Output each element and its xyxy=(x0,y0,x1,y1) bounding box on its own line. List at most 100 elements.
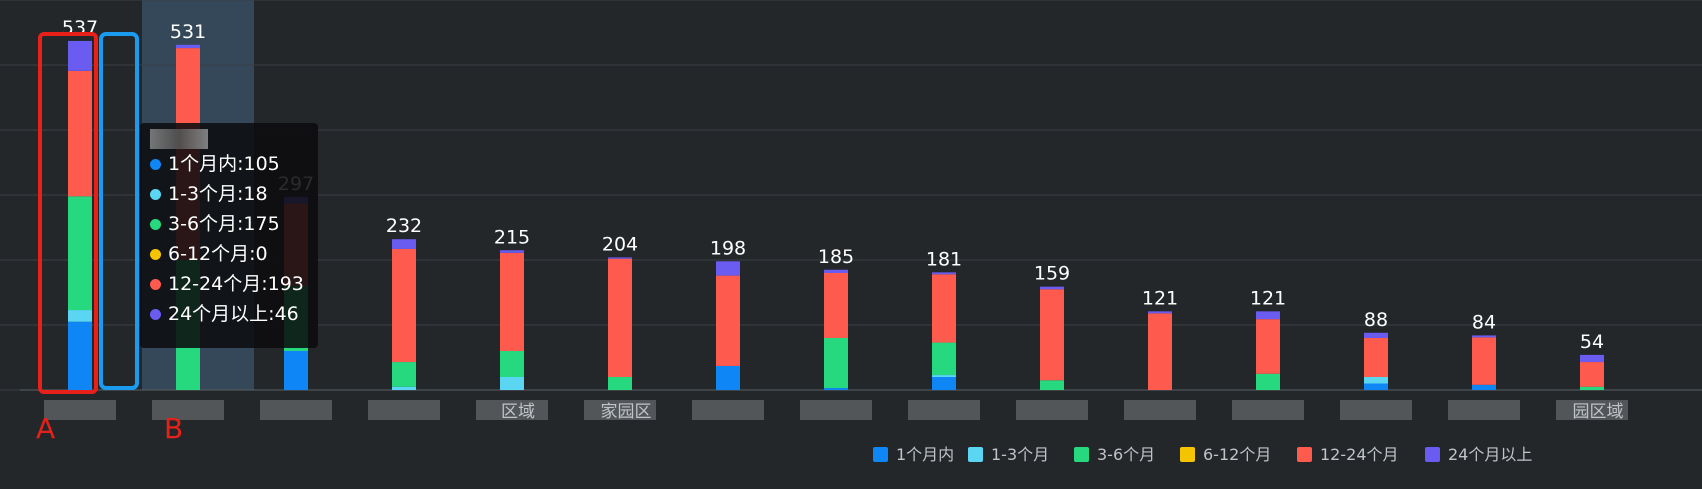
tooltip-row: 24个月以上:46 xyxy=(150,299,308,329)
bar-segment[interactable] xyxy=(392,239,416,249)
bar-segment[interactable] xyxy=(68,70,92,197)
redacted-category-label xyxy=(152,400,224,420)
bar-segment[interactable] xyxy=(824,273,848,338)
bar-segment[interactable] xyxy=(1148,313,1172,390)
legend-swatch[interactable] xyxy=(1180,447,1195,462)
bar-segment[interactable] xyxy=(932,342,956,376)
bar-segment[interactable] xyxy=(500,351,524,377)
bar-segment[interactable] xyxy=(716,365,740,390)
bar-segment[interactable] xyxy=(68,321,92,390)
tooltip-row: 12-24个月:193 xyxy=(150,269,308,299)
redacted-category-label xyxy=(1124,400,1196,420)
bar-segment[interactable] xyxy=(1580,386,1604,390)
bar-segment[interactable] xyxy=(824,338,848,389)
bar-segment[interactable] xyxy=(932,377,956,390)
bar-segment[interactable] xyxy=(68,40,92,71)
bar-segment[interactable] xyxy=(1256,311,1280,320)
bar-total-label: 204 xyxy=(602,233,638,255)
bar-segment[interactable] xyxy=(1364,383,1388,391)
bar-segment[interactable] xyxy=(68,196,92,311)
bar-segment[interactable] xyxy=(932,272,956,275)
bar-segment[interactable] xyxy=(1256,319,1280,374)
bar-segment[interactable] xyxy=(68,310,92,322)
bar-segment[interactable] xyxy=(1040,380,1064,390)
bar-segment[interactable] xyxy=(608,377,632,390)
bar-segment[interactable] xyxy=(500,252,524,351)
legend-label[interactable]: 1-3个月 xyxy=(991,445,1049,464)
bar-segment[interactable] xyxy=(1256,373,1280,390)
category-label: 园区域 xyxy=(1573,402,1624,422)
category-label: 家园区 xyxy=(601,402,652,422)
bar-segment[interactable] xyxy=(932,375,956,377)
bar-segment[interactable] xyxy=(824,269,848,273)
bar-segment[interactable] xyxy=(1472,384,1496,390)
legend-swatch[interactable] xyxy=(1297,447,1312,462)
redacted-category-label xyxy=(260,400,332,420)
dot-icon xyxy=(150,188,161,200)
tooltip-row: 3-6个月:175 xyxy=(150,209,308,239)
bar-total-label: 88 xyxy=(1364,309,1388,331)
bar-segment[interactable] xyxy=(716,261,740,276)
bar-segment[interactable] xyxy=(176,44,200,49)
redacted-category-label xyxy=(908,400,980,420)
bar-total-label: 159 xyxy=(1034,263,1070,285)
bar-segment[interactable] xyxy=(392,362,416,387)
tooltip-row-text: 1-3个月:18 xyxy=(168,183,268,205)
redacted-title-block xyxy=(150,129,208,149)
redacted-category-label xyxy=(584,400,656,420)
legend-label[interactable]: 12-24个月 xyxy=(1320,445,1399,464)
legend-label[interactable]: 24个月以上 xyxy=(1448,445,1532,464)
chart-tooltip: 1个月内:105 1-3个月:18 3-6个月:175 6-12个月:0 12-24个月… xyxy=(140,123,318,348)
legend-label[interactable]: 6-12个月 xyxy=(1203,445,1271,464)
annotation-label-a: A xyxy=(36,412,55,445)
bar-segment[interactable] xyxy=(392,386,416,390)
bar-segment[interactable] xyxy=(1364,332,1388,338)
legend-swatch[interactable] xyxy=(1074,447,1089,462)
category-label: 区域 xyxy=(501,402,535,422)
tooltip-row-text: 1个月内:105 xyxy=(168,153,280,175)
legend-label[interactable]: 1个月内 xyxy=(896,445,954,464)
redacted-category-label xyxy=(692,400,764,420)
dot-icon xyxy=(150,308,161,320)
bar-segment[interactable] xyxy=(1364,377,1388,384)
legend-swatch[interactable] xyxy=(968,447,983,462)
bar-segment[interactable] xyxy=(1580,362,1604,387)
tooltip-title xyxy=(150,129,308,149)
legend-swatch[interactable] xyxy=(1425,447,1440,462)
bar-segment[interactable] xyxy=(392,248,416,363)
tooltip-row-text: 3-6个月:175 xyxy=(168,213,280,235)
annotation-label-b: B xyxy=(164,412,183,445)
bar-segment[interactable] xyxy=(608,258,632,377)
bar-segment[interactable] xyxy=(500,250,524,253)
tooltip-row: 1-3个月:18 xyxy=(150,179,308,209)
bar-segment[interactable] xyxy=(824,388,848,390)
legend-swatch[interactable] xyxy=(873,447,888,462)
bar-segment[interactable] xyxy=(716,275,740,366)
bar-segment[interactable] xyxy=(1472,335,1496,338)
tooltip-row-text: 12-24个月:193 xyxy=(168,273,304,295)
redacted-category-label xyxy=(1448,400,1520,420)
legend-label[interactable]: 3-6个月 xyxy=(1097,445,1155,464)
redacted-category-label xyxy=(1556,400,1628,420)
bar-segment[interactable] xyxy=(1580,354,1604,363)
annotation-box-a xyxy=(38,32,98,394)
dot-icon xyxy=(150,278,161,290)
bar-segment[interactable] xyxy=(1364,338,1388,377)
bar-segment[interactable] xyxy=(608,257,632,259)
bar-segment[interactable] xyxy=(1148,311,1172,314)
redacted-category-label xyxy=(44,400,116,420)
bar-segment[interactable] xyxy=(1472,337,1496,385)
bar-segment[interactable] xyxy=(284,351,308,390)
bar-segment[interactable] xyxy=(1040,289,1064,381)
dot-icon xyxy=(150,158,161,170)
tooltip-row-text: 6-12个月:0 xyxy=(168,243,268,265)
bar-segment[interactable] xyxy=(932,274,956,343)
dot-icon xyxy=(150,248,161,260)
redacted-category-label xyxy=(476,400,548,420)
annotation-box-b xyxy=(99,32,139,390)
bar-segment[interactable] xyxy=(1040,286,1064,290)
tooltip-row: 1个月内:105 xyxy=(150,149,308,179)
bar-total-label: 531 xyxy=(170,21,206,43)
bar-segment[interactable] xyxy=(500,377,524,390)
